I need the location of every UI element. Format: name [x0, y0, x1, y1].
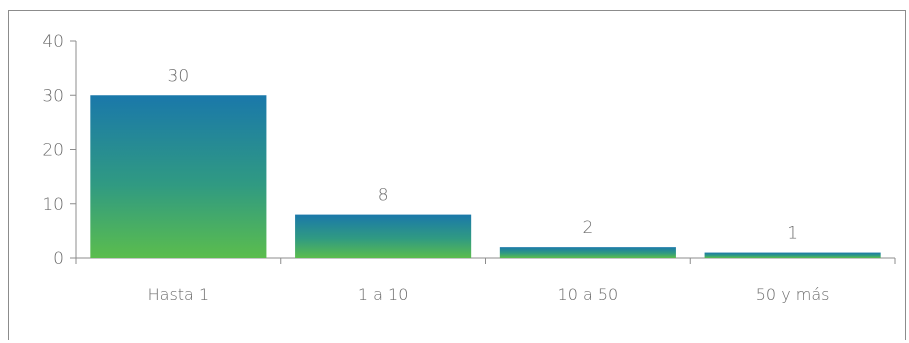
bar-value-label: 8: [378, 186, 389, 206]
bar-value-label: 2: [582, 218, 593, 238]
bar-value-label: 1: [787, 224, 798, 244]
x-category-label: Hasta 1: [148, 285, 210, 304]
x-axis: Hasta 1 1 a 10 10 a 50 50 y más: [75, 257, 896, 304]
y-axis: 0 10 20 30 40: [42, 32, 77, 269]
y-tick-label: 10: [42, 195, 64, 215]
y-tick-label: 20: [42, 141, 64, 161]
bar: [499, 247, 676, 258]
y-tick-label: 30: [42, 86, 64, 106]
data-labels: 30 8 2 1: [168, 66, 798, 243]
bar: [704, 252, 881, 258]
bar-value-label: 30: [168, 66, 190, 86]
x-category-label: 10 a 50: [558, 285, 619, 304]
y-tick-label: 40: [42, 32, 64, 52]
x-category-label: 50 y más: [756, 285, 830, 304]
bars: [90, 95, 881, 258]
y-tick-label: 0: [53, 249, 64, 269]
bar: [90, 95, 267, 258]
x-category-label: 1 a 10: [358, 285, 409, 304]
bar: [295, 214, 472, 258]
